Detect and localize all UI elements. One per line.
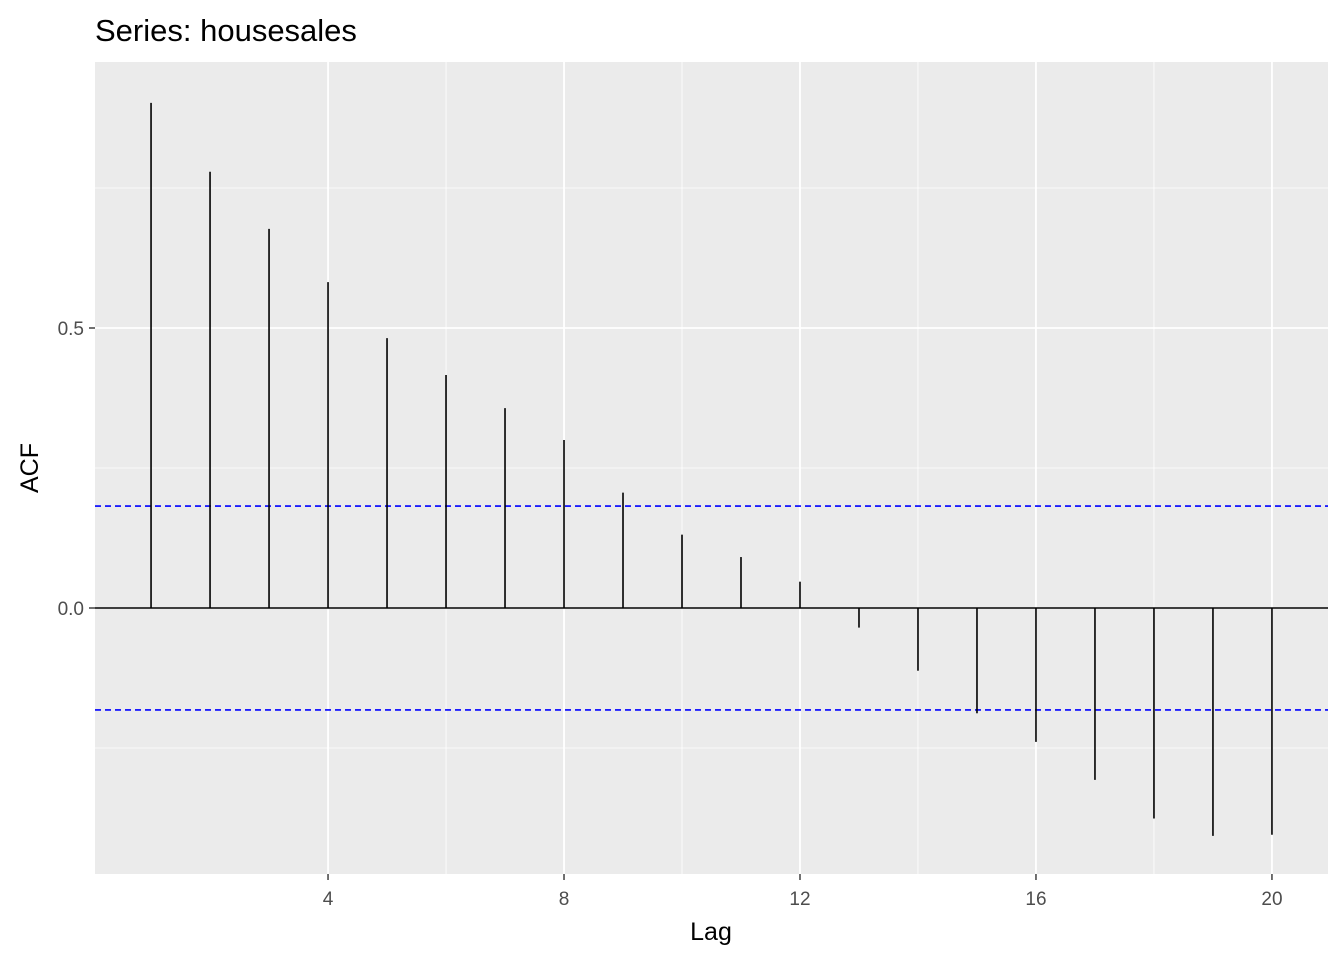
- x-tick-label: 8: [559, 889, 570, 910]
- y-axis-ticks: 0.0 0.5: [58, 319, 95, 620]
- y-axis-title: ACF: [16, 443, 44, 493]
- x-tick-label: 12: [789, 889, 810, 910]
- x-tick-label: 4: [323, 889, 334, 910]
- acf-bars: [95, 102, 1328, 836]
- x-tick-label: 20: [1261, 889, 1282, 910]
- chart-title: Series: housesales: [95, 13, 357, 48]
- x-axis-title: Lag: [690, 918, 732, 946]
- y-tick-label: 0.5: [58, 319, 84, 340]
- x-tick-label: 16: [1025, 889, 1046, 910]
- x-axis-ticks: 4 8 12 16 20: [323, 874, 1283, 910]
- confidence-bounds: [95, 505, 1328, 711]
- y-tick-label: 0.0: [58, 599, 84, 620]
